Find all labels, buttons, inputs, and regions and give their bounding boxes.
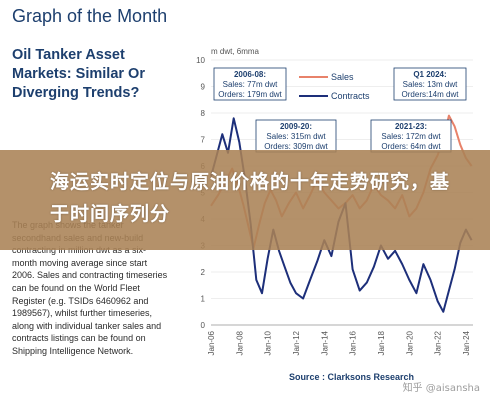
legend: Sales Contracts bbox=[299, 72, 370, 101]
annotation-2006-08: 2006-08: Sales: 77m dwt Orders: 179m dwt bbox=[213, 67, 287, 101]
unit-label: m dwt, 6mma bbox=[211, 47, 260, 56]
annotation-line: Sales: 77m dwt bbox=[223, 80, 278, 89]
y-tick-label: 2 bbox=[201, 268, 206, 277]
annotation-line: Orders: 64m dwt bbox=[381, 142, 441, 151]
x-tick-label: Jan-24 bbox=[462, 330, 471, 355]
x-tick-label: Jan-10 bbox=[264, 330, 273, 355]
annotation-line: Orders:14m dwt bbox=[402, 90, 460, 99]
x-tick-label: Jan-16 bbox=[349, 330, 358, 355]
x-axis-ticks: Jan-06 Jan-08 Jan-10 Jan-12 Jan-14 Jan-16 Jan-… bbox=[207, 330, 471, 355]
annotation-title: 2006-08: bbox=[234, 70, 266, 79]
left-column: Graph of the Month Oil Tanker Asset Mark… bbox=[12, 0, 172, 400]
annotation-q1-2024: Q1 2024: Sales: 13m dwt Orders:14m dwt bbox=[393, 67, 467, 101]
y-tick-label: 10 bbox=[196, 56, 205, 65]
source-label: Source : Clarksons Research bbox=[289, 372, 414, 382]
x-tick-label: Jan-06 bbox=[207, 330, 216, 355]
page-title: Graph of the Month bbox=[12, 6, 168, 26]
annotation-line: Sales: 13m dwt bbox=[403, 80, 458, 89]
legend-label-sales: Sales bbox=[331, 72, 354, 82]
annotation-title: 2009-20: bbox=[280, 122, 312, 131]
annotation-line: Sales: 315m dwt bbox=[266, 132, 326, 141]
annotation-line: Orders: 179m dwt bbox=[218, 90, 282, 99]
x-tick-label: Jan-14 bbox=[320, 330, 329, 355]
overlay-banner bbox=[0, 150, 490, 250]
y-tick-label: 1 bbox=[201, 295, 206, 304]
annotation-title: Q1 2024: bbox=[413, 70, 446, 79]
x-tick-label: Jan-18 bbox=[377, 330, 386, 355]
annotation-2021-23: 2021-23: Sales: 172m dwt Orders: 64m dwt bbox=[370, 119, 452, 153]
y-tick-label: 7 bbox=[201, 136, 206, 145]
x-tick-label: Jan-20 bbox=[405, 330, 414, 355]
annotation-line: Sales: 172m dwt bbox=[381, 132, 441, 141]
x-tick-label: Jan-08 bbox=[235, 330, 244, 355]
y-tick-label: 9 bbox=[201, 83, 206, 92]
legend-label-contracts: Contracts bbox=[331, 91, 370, 101]
watermark: 知乎 @aisansha bbox=[402, 383, 480, 394]
y-tick-label: 0 bbox=[201, 321, 206, 330]
overlay-banner-text: 海运实时定位与原油价格的十年走势研究，基于时间序列分 bbox=[50, 171, 451, 225]
annotation-title: 2021-23: bbox=[395, 122, 427, 131]
annotation-2009-20: 2009-20: Sales: 315m dwt Orders: 309m dw… bbox=[255, 119, 337, 153]
x-tick-label: Jan-12 bbox=[292, 330, 301, 355]
y-tick-label: 8 bbox=[201, 109, 206, 118]
chart-heading: Oil Tanker Asset Markets: Similar Or Div… bbox=[12, 47, 145, 101]
annotation-line: Orders: 309m dwt bbox=[264, 142, 328, 151]
x-tick-label: Jan-22 bbox=[434, 330, 443, 355]
